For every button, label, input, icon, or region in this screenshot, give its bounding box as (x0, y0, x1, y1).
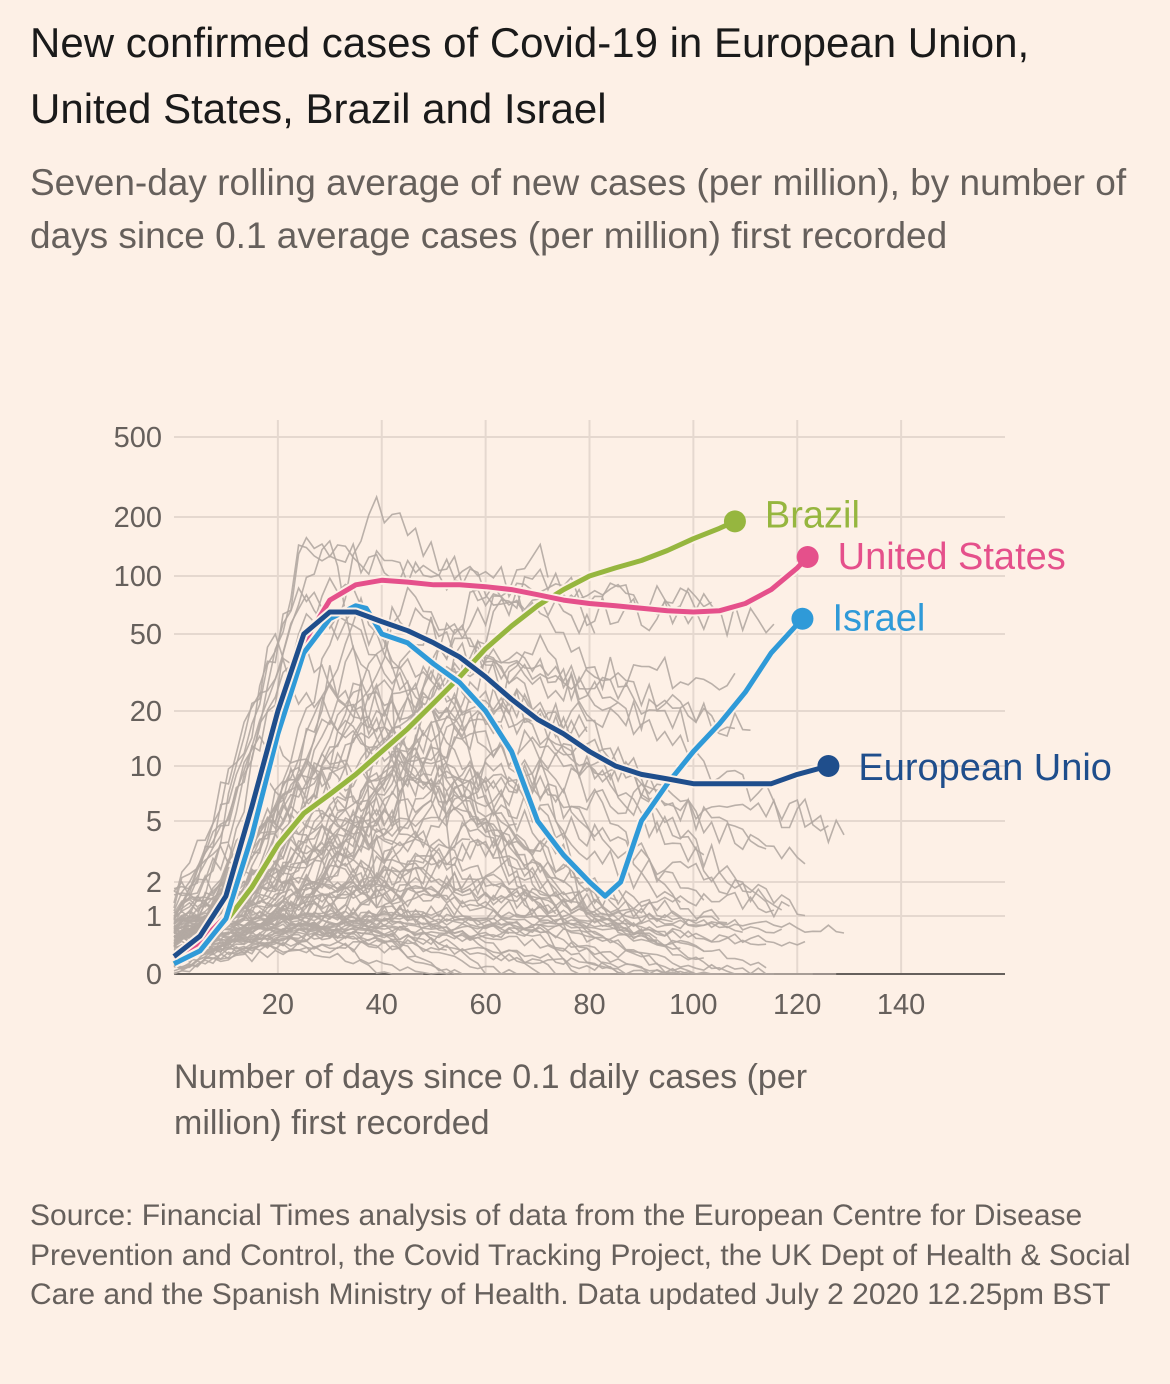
chart-title: New confirmed cases of Covid-19 in Europ… (30, 19, 1030, 132)
y-tick-label: 500 (114, 422, 162, 454)
x-axis-label: Number of days since 0.1 daily cases (pe… (174, 1058, 808, 1142)
series-line (172, 609, 830, 959)
y-tick-label: 100 (114, 561, 162, 593)
background-country-line (173, 494, 689, 966)
chart-subtitle: Seven-day rolling average of new cases (… (30, 162, 1127, 256)
background-country-line (173, 576, 517, 912)
background-country-line (173, 593, 596, 933)
y-tick-label: 1 (146, 901, 162, 933)
series-label: Israel (832, 598, 925, 640)
background-country-line (173, 938, 681, 975)
background-country-line (173, 892, 806, 947)
series-line (172, 603, 805, 967)
series-label: United States (838, 536, 1066, 578)
background-country-line (173, 884, 720, 975)
background-country-line (173, 586, 806, 909)
series-end-point (817, 755, 840, 777)
background-country-line (173, 920, 580, 975)
x-tick-label: 120 (773, 989, 821, 1021)
y-tick-label: 200 (114, 502, 162, 534)
y-axis-ticks: 0 12 5 10 20 50 100 200 500 (114, 422, 162, 991)
x-tick-label: 60 (469, 989, 501, 1021)
background-country-line (173, 632, 549, 944)
background-country-line (173, 788, 783, 968)
background-country-line (173, 870, 665, 975)
y-tick-label: 0 (146, 959, 162, 991)
x-axis-ticks: 20 40 60 80 100 120 140 (262, 989, 926, 1021)
background-country-line (173, 638, 845, 968)
x-tick-label: 80 (573, 989, 605, 1021)
x-tick-label: 40 (366, 989, 398, 1021)
series-end-point (723, 510, 746, 533)
y-tick-label: 10 (130, 751, 162, 783)
x-tick-label: 20 (262, 989, 294, 1021)
series-label: Brazil (765, 494, 860, 536)
background-country-line (173, 764, 767, 969)
chart: 0 12 5 10 20 50 100 200 500 20 40 60 80 100 120 140 Br… (114, 420, 1112, 1021)
background-country-line (173, 770, 681, 953)
source-note: Source: Financial Times analysis of data… (30, 1199, 1131, 1311)
series-end-point (791, 607, 814, 630)
background-country-line (173, 923, 657, 975)
series-end-point (796, 546, 819, 569)
y-tick-label: 20 (130, 696, 162, 728)
background-country-line (173, 916, 845, 936)
y-tick-label: 5 (146, 806, 162, 838)
y-tick-label: 50 (130, 619, 162, 651)
background-country-line (173, 815, 378, 890)
series-line (172, 519, 736, 966)
background-country-line (173, 706, 588, 970)
series-label: European Unio (858, 747, 1112, 789)
background-country-line (173, 906, 720, 940)
x-tick-label: 100 (669, 989, 717, 1021)
background-country-line (173, 900, 533, 975)
y-tick-label: 2 (146, 867, 162, 899)
x-tick-label: 140 (877, 989, 925, 1021)
background-country-line (173, 809, 767, 946)
background-country-line (173, 616, 751, 938)
background-country-line (173, 910, 705, 952)
highlight-series (171, 510, 840, 968)
